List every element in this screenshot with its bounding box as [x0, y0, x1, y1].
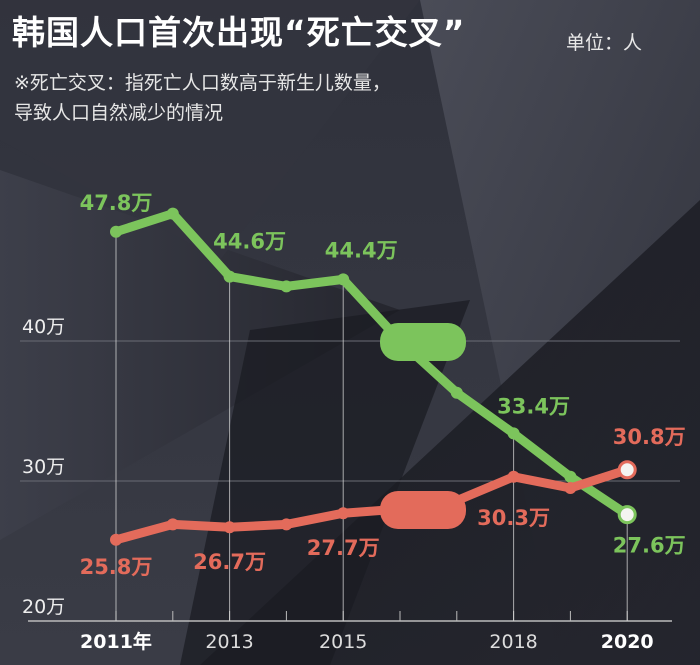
deaths-point — [110, 533, 122, 546]
x-tick-label: 2018 — [489, 631, 537, 653]
note-line-1: ※死亡交叉：指死亡人口数高于新生儿数量， — [14, 72, 391, 94]
x-tick-label: 2013 — [205, 631, 253, 653]
chart-title: 韩国人口首次出现“死亡交叉” — [12, 13, 466, 52]
deaths-legend-pill — [380, 491, 466, 529]
births-point — [507, 427, 520, 440]
deaths-point — [337, 507, 350, 520]
deaths-point — [166, 518, 179, 531]
births-legend-pill — [380, 323, 466, 361]
births-data-label: 47.8万 — [80, 191, 153, 215]
births-data-label: 44.6万 — [213, 230, 286, 254]
deaths-point — [507, 470, 520, 483]
births-point — [450, 386, 463, 399]
deaths-data-label: 30.3万 — [477, 506, 550, 530]
definition-note: ※死亡交叉：指死亡人口数高于新生儿数量， 导致人口自然减少的情况 — [14, 68, 534, 128]
births-data-label: 33.4万 — [497, 394, 570, 418]
births-point — [617, 505, 637, 525]
births-point — [110, 225, 122, 238]
y-tick-label: 30万 — [22, 456, 65, 478]
y-tick-label: 40万 — [22, 316, 65, 338]
deaths-point — [280, 518, 293, 531]
births-point — [564, 470, 577, 483]
deaths-point — [564, 482, 577, 494]
deaths-data-label: 25.8万 — [80, 555, 153, 579]
note-line-2: 导致人口自然减少的情况 — [14, 102, 224, 124]
deaths-point — [223, 521, 236, 534]
deaths-point — [617, 460, 637, 480]
deaths-line — [111, 465, 632, 545]
deaths-data-label: 27.7万 — [307, 536, 380, 560]
births-point — [280, 280, 293, 293]
deaths-data-label: 26.7万 — [193, 550, 266, 574]
x-tick-label: 2011年 — [80, 630, 152, 653]
births-point — [166, 207, 179, 220]
births-point — [337, 273, 350, 286]
births-line — [111, 209, 632, 520]
births-point — [223, 270, 236, 283]
deaths-data-label: 30.8万 — [613, 425, 686, 449]
y-tick-label: 20万 — [22, 596, 65, 618]
x-tick-label: 2015 — [319, 631, 367, 653]
births-data-label: 44.4万 — [325, 238, 398, 262]
x-tick-label: 2020 — [601, 631, 654, 653]
births-data-label: 27.6万 — [613, 534, 686, 558]
unit-label: 单位：人 — [566, 32, 643, 54]
